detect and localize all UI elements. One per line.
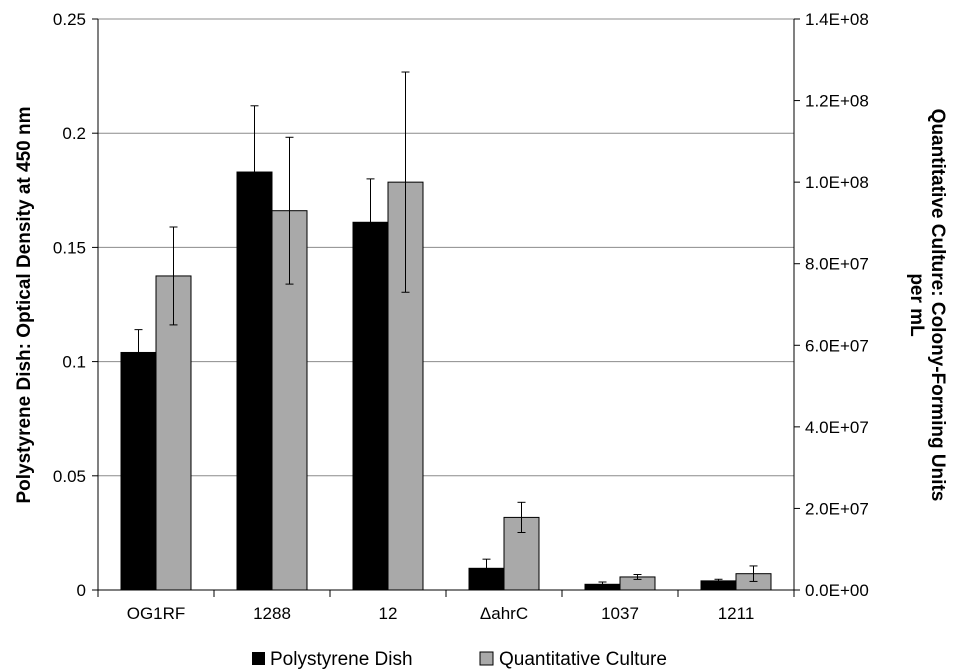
y-axis-right-title-line2: per mL <box>906 273 927 337</box>
x-tick-label: 1288 <box>253 604 291 623</box>
x-tick-label: ΔahrC <box>480 604 528 623</box>
x-tick-label: 1211 <box>718 604 755 623</box>
y-right-tick-label: 4.0E+07 <box>805 418 869 437</box>
legend-label-quantitative-culture: Quantitative Culture <box>499 649 667 670</box>
y-axis-left-title: Polystyrene Dish: Optical Density at 450… <box>14 106 35 503</box>
x-tick-label: 12 <box>379 604 398 623</box>
y-right-tick-label: 1.2E+08 <box>805 92 869 111</box>
x-tick-label: OG1RF <box>127 604 186 623</box>
gridlines <box>98 18 794 477</box>
bars <box>120 171 772 591</box>
y-right-tick-label: 8.0E+07 <box>805 255 869 274</box>
y-right-tick-label: 1.0E+08 <box>805 173 869 192</box>
y-right-tick-label: 6.0E+07 <box>805 336 869 355</box>
legend-swatch-quantitative-culture <box>479 651 494 666</box>
tick-labels: OG1RF 1288 12 ΔahrC 1037 1211 0 0.05 0.1 0.15 0.2 0… <box>53 10 869 623</box>
bar-polystyrene-dish <box>120 351 157 591</box>
y-axis-right-title-line1: Quantitative Culture: Colony-Forming Uni… <box>927 109 948 502</box>
legend: Polystyrene Dish Quantitative Culture <box>252 649 667 670</box>
bar-polystyrene-dish <box>352 221 389 591</box>
x-tick-label: 1037 <box>601 604 639 623</box>
y-left-tick-label: 0.1 <box>62 353 86 372</box>
y-right-tick-label: 2.0E+07 <box>805 499 869 518</box>
y-left-tick-label: 0.2 <box>62 124 86 143</box>
y-right-tick-label: 0.0E+00 <box>805 581 869 600</box>
y-left-tick-label: 0 <box>77 581 86 600</box>
error-bars <box>134 71 758 588</box>
y-right-tick-label: 1.4E+08 <box>805 10 869 29</box>
y-left-tick-label: 0.15 <box>53 238 86 257</box>
y-left-tick-label: 0.05 <box>53 467 86 486</box>
y-left-tick-label: 0.25 <box>53 10 86 29</box>
legend-swatch-polystyrene-dish <box>252 652 265 665</box>
bar-quantitative-culture <box>155 275 192 591</box>
legend-label-polystyrene-dish: Polystyrene Dish <box>270 649 413 670</box>
axes <box>92 18 800 597</box>
